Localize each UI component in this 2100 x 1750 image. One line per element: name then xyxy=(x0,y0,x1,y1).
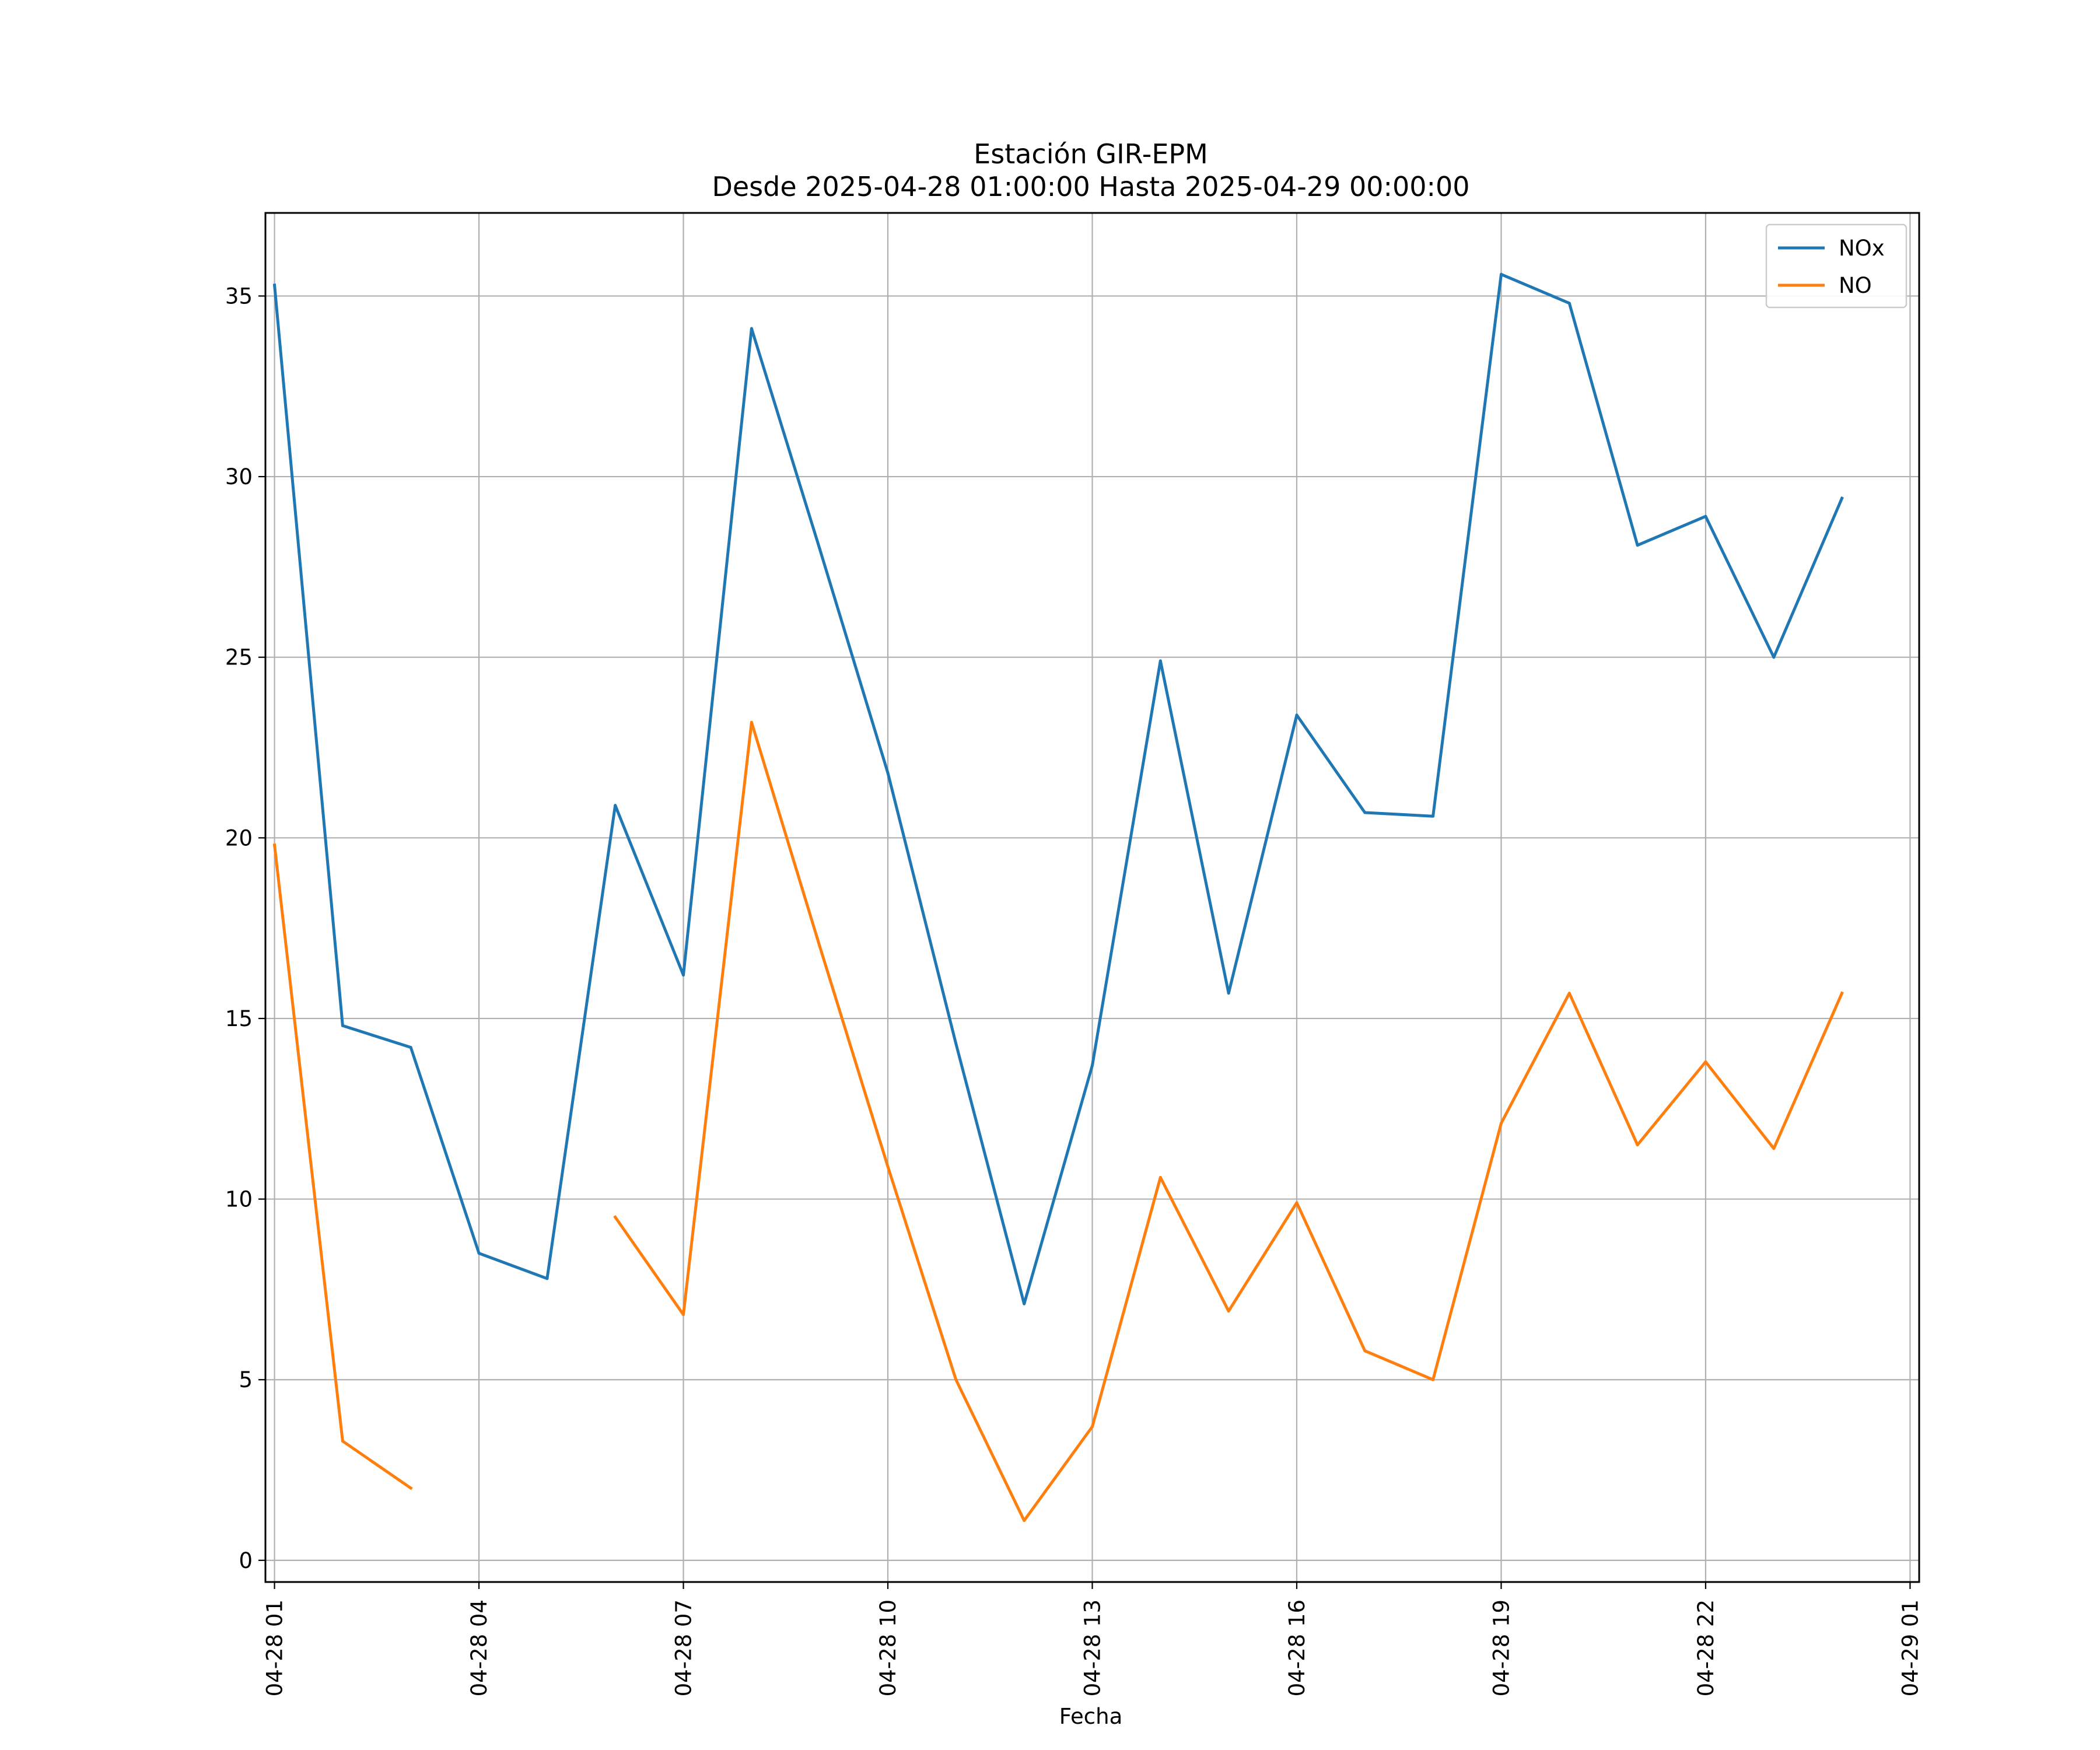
data-point xyxy=(1567,302,1571,305)
data-point xyxy=(341,1024,344,1027)
data-point xyxy=(1840,992,1844,995)
series-no-line xyxy=(272,720,1844,1522)
y-tick-label: 35 xyxy=(225,284,253,309)
data-point xyxy=(614,1216,617,1219)
data-point xyxy=(750,327,753,330)
data-point xyxy=(1158,659,1162,663)
data-point xyxy=(409,1486,412,1490)
series-nox-line xyxy=(272,272,1844,1306)
series-layer xyxy=(272,272,1844,1522)
data-point xyxy=(273,844,276,847)
data-point xyxy=(1432,1378,1435,1381)
y-tick-label: 10 xyxy=(225,1187,253,1212)
x-tick-label: 04-28 10 xyxy=(876,1600,901,1696)
y-tick-label: 5 xyxy=(239,1367,253,1392)
series-path xyxy=(272,720,1844,1522)
data-point xyxy=(1363,1349,1367,1353)
x-tick-label: 04-28 04 xyxy=(467,1600,492,1696)
data-point xyxy=(1704,1060,1707,1063)
chart-subtitle: Desde 2025-04-28 01:00:00 Hasta 2025-04-… xyxy=(712,171,1469,202)
data-point xyxy=(818,944,821,948)
data-point xyxy=(1432,814,1435,818)
x-tick-label: 04-28 16 xyxy=(1284,1600,1310,1696)
data-point xyxy=(614,804,617,807)
x-tick-label: 04-28 22 xyxy=(1693,1600,1718,1696)
x-tick-label: 04-28 19 xyxy=(1489,1600,1514,1696)
data-point xyxy=(1363,811,1367,814)
data-point xyxy=(1636,1143,1639,1147)
y-tick-label: 30 xyxy=(225,464,253,489)
data-point xyxy=(1704,514,1707,518)
chart-title: Estación GIR-EPM xyxy=(974,138,1208,170)
legend-label: NOx xyxy=(1839,236,1885,261)
grid-layer xyxy=(265,213,1919,1582)
y-tick-label: 15 xyxy=(225,1006,253,1031)
data-point xyxy=(1091,1063,1094,1067)
data-point xyxy=(1295,1201,1298,1205)
y-tick-label: 20 xyxy=(225,825,253,850)
x-tick-label: 04-29 01 xyxy=(1898,1600,1923,1696)
x-tick-label: 04-28 07 xyxy=(671,1600,696,1696)
series-path xyxy=(272,272,1844,1306)
y-tick-label: 0 xyxy=(239,1548,253,1573)
data-point xyxy=(1227,1310,1230,1313)
legend-label: NO xyxy=(1839,273,1872,298)
x-tick-label: 04-28 13 xyxy=(1080,1600,1105,1696)
data-point xyxy=(682,974,685,977)
data-point xyxy=(682,1313,685,1317)
data-point xyxy=(1499,1122,1503,1125)
data-point xyxy=(886,771,890,775)
data-point xyxy=(341,1439,344,1443)
tick-layer: 04-28 01 04-28 04 04-28 07 04-28 10 04-28 13… xyxy=(225,284,1923,1696)
data-point xyxy=(1158,1175,1162,1179)
data-point xyxy=(477,1251,481,1255)
x-axis-label: Fecha xyxy=(1059,1704,1123,1729)
data-point xyxy=(1636,544,1639,547)
data-point xyxy=(273,284,276,287)
data-point xyxy=(1772,1147,1776,1150)
data-point xyxy=(409,1045,412,1049)
data-point xyxy=(954,1042,958,1045)
y-tick-label: 25 xyxy=(225,645,253,670)
data-point xyxy=(1091,1425,1094,1429)
legend-box xyxy=(1765,223,1908,309)
data-point xyxy=(1295,713,1298,717)
data-point xyxy=(1567,992,1571,995)
data-point xyxy=(1840,496,1844,500)
data-point xyxy=(750,720,753,724)
data-point xyxy=(954,1378,958,1381)
legend: NOx NO xyxy=(1765,223,1908,309)
data-point xyxy=(818,547,821,551)
data-point xyxy=(1227,992,1230,995)
data-point xyxy=(1023,1302,1026,1306)
data-point xyxy=(1772,656,1776,659)
x-tick-label: 04-28 01 xyxy=(262,1600,288,1696)
data-point xyxy=(1499,272,1503,276)
data-point xyxy=(886,1165,890,1168)
data-point xyxy=(1023,1519,1026,1522)
data-point xyxy=(545,1277,549,1280)
